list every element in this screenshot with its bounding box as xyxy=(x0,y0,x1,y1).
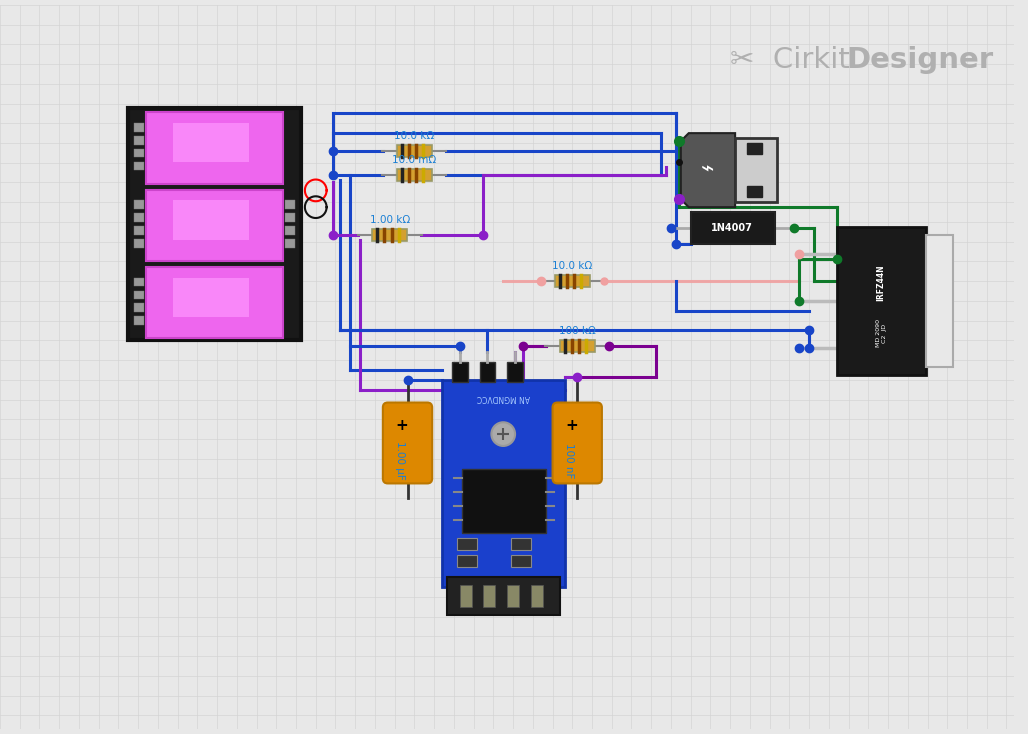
Bar xyxy=(462,468,546,533)
Bar xyxy=(460,585,472,607)
Bar xyxy=(135,161,144,170)
FancyBboxPatch shape xyxy=(553,402,602,484)
Text: 100 kΩ: 100 kΩ xyxy=(559,327,595,336)
Bar xyxy=(452,362,468,382)
Text: Designer: Designer xyxy=(847,46,994,74)
Bar xyxy=(447,577,560,614)
Bar xyxy=(456,538,477,550)
Bar xyxy=(146,267,283,338)
Text: +: + xyxy=(395,418,408,433)
Bar xyxy=(691,212,774,244)
Bar xyxy=(135,291,144,299)
Bar xyxy=(483,585,495,607)
Bar xyxy=(128,109,301,341)
Bar xyxy=(507,362,523,382)
Bar xyxy=(285,214,295,222)
Bar xyxy=(735,138,776,203)
Bar xyxy=(174,123,249,162)
Bar xyxy=(174,200,249,240)
Bar xyxy=(397,169,432,181)
Bar xyxy=(507,585,519,607)
Bar xyxy=(511,556,530,567)
Bar xyxy=(397,145,432,157)
Bar xyxy=(135,136,144,145)
Bar xyxy=(135,316,144,325)
Bar xyxy=(747,186,762,197)
Bar xyxy=(174,277,249,317)
Bar xyxy=(135,277,144,286)
Text: IRFZ44N: IRFZ44N xyxy=(877,265,886,302)
Bar xyxy=(555,275,590,287)
Text: 100 nF: 100 nF xyxy=(564,443,575,479)
Bar xyxy=(146,189,283,261)
Bar xyxy=(925,235,953,367)
Bar xyxy=(530,585,543,607)
Text: 10.0 mΩ: 10.0 mΩ xyxy=(393,155,437,164)
FancyBboxPatch shape xyxy=(382,402,432,484)
Text: MD 2090
C2  JD: MD 2090 C2 JD xyxy=(876,319,886,347)
Bar xyxy=(135,200,144,209)
Bar xyxy=(285,239,295,247)
Circle shape xyxy=(491,422,515,446)
Text: ⌁: ⌁ xyxy=(701,160,714,180)
Text: 10.0 kΩ: 10.0 kΩ xyxy=(395,131,435,141)
Text: AN MGNDVCC: AN MGNDVCC xyxy=(477,393,529,402)
Text: 1N4007: 1N4007 xyxy=(711,223,754,233)
Bar xyxy=(747,143,762,154)
Bar xyxy=(135,214,144,222)
Bar xyxy=(285,200,295,209)
Bar xyxy=(285,226,295,235)
Bar xyxy=(135,123,144,131)
Bar xyxy=(511,538,530,550)
Bar xyxy=(479,362,495,382)
Bar xyxy=(837,227,925,375)
Bar xyxy=(146,112,283,184)
Bar xyxy=(456,556,477,567)
Bar xyxy=(135,226,144,235)
Text: ✂  Cirkit: ✂ Cirkit xyxy=(730,46,859,74)
Bar xyxy=(372,229,407,241)
Bar xyxy=(135,303,144,312)
Bar xyxy=(559,341,595,352)
Bar xyxy=(442,379,565,587)
Text: 1.00 kΩ: 1.00 kΩ xyxy=(370,215,410,225)
Bar xyxy=(135,149,144,157)
Polygon shape xyxy=(681,133,735,207)
Bar xyxy=(135,239,144,247)
Text: 10.0 kΩ: 10.0 kΩ xyxy=(552,261,592,272)
Text: 1.00 µF: 1.00 µF xyxy=(395,441,405,480)
Text: +: + xyxy=(565,418,578,433)
